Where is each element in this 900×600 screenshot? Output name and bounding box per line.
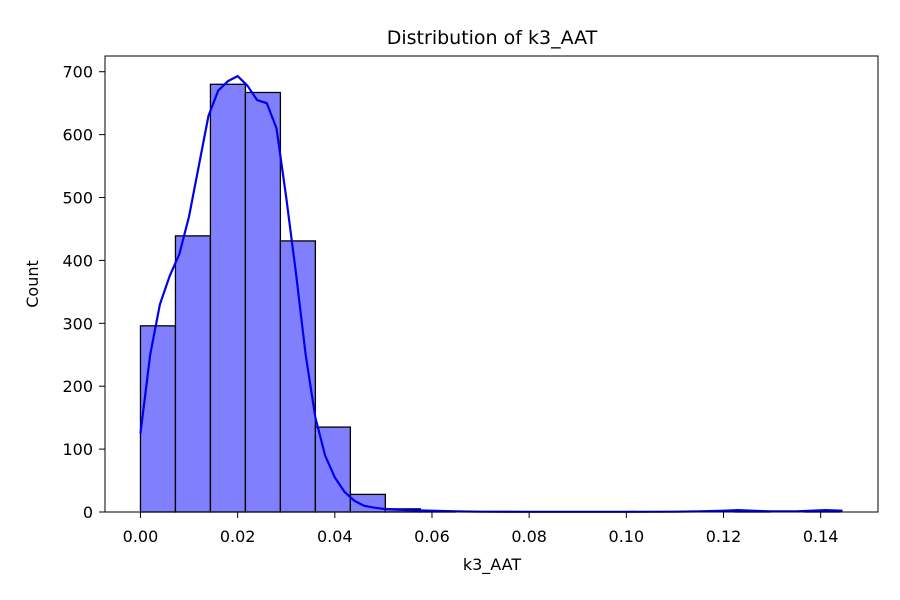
chart-title: Distribution of k3_AAT [387,27,598,49]
y-tick-label: 600 [62,126,93,145]
x-tick-label: 0.10 [609,527,645,546]
x-axis-ticks: 0.00 0.02 0.04 0.06 0.08 0.10 0.12 0.14 [123,512,839,546]
histogram-bar [209,83,247,513]
y-tick-label: 200 [62,377,93,396]
x-tick-label: 0.08 [511,527,547,546]
bars-group [139,83,841,513]
x-tick-label: 0.02 [220,527,256,546]
x-tick-label: 0.14 [803,527,839,546]
histogram-bar [174,235,212,513]
x-axis-label: k3_AAT [463,555,522,575]
y-tick-label: 0 [83,503,93,522]
y-axis-label: Count [23,260,42,308]
y-tick-label: 400 [62,251,93,270]
y-tick-label: 500 [62,189,93,208]
x-tick-label: 0.06 [414,527,450,546]
y-axis-ticks: 0 100 200 300 400 500 600 700 [62,63,105,522]
plot-frame [104,55,879,513]
y-tick-label: 100 [62,440,93,459]
y-tick-label: 700 [62,63,93,82]
histogram-bar [244,91,282,513]
x-tick-label: 0.00 [123,527,159,546]
y-tick-label: 300 [62,314,93,333]
histogram-bar [139,325,177,513]
kde-line [139,74,843,513]
x-tick-label: 0.12 [706,527,742,546]
x-tick-label: 0.04 [317,527,353,546]
